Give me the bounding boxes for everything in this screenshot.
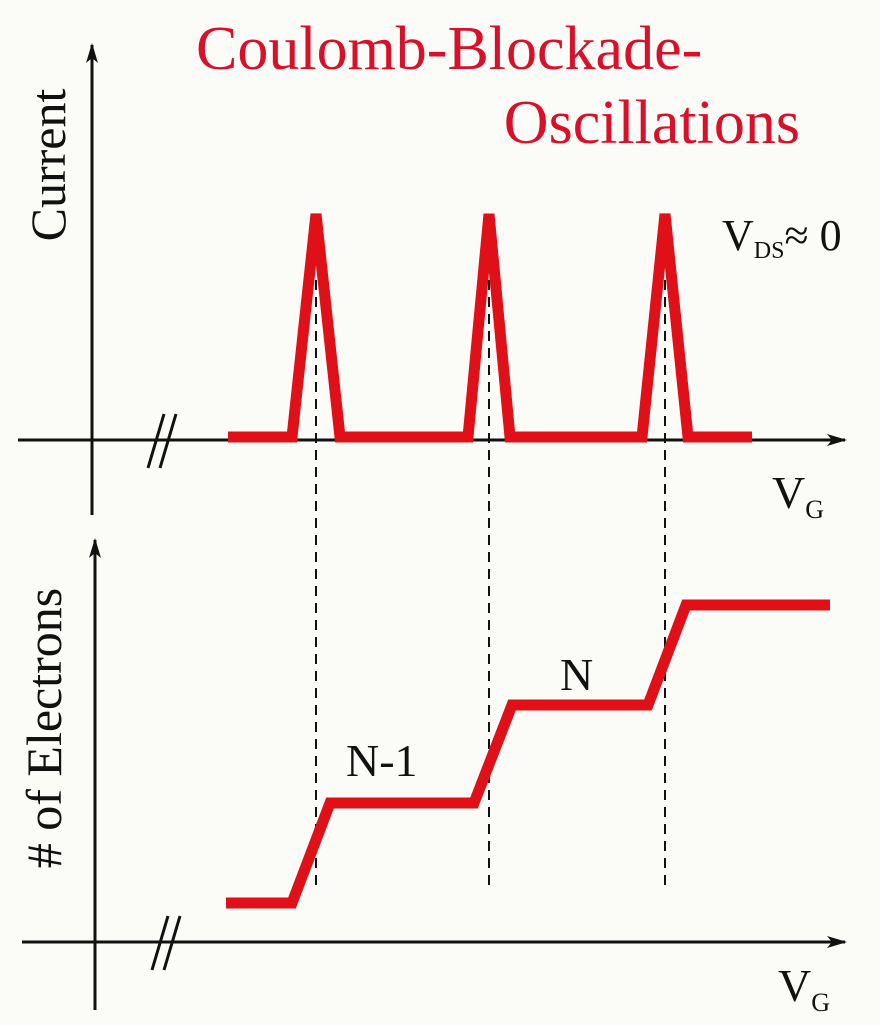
- electrons-axis-label: # of Electrons: [16, 587, 72, 869]
- electron-staircase-curve: [226, 599, 830, 909]
- title-line-2: Oscillations: [503, 89, 800, 157]
- bottom-vg-main: V: [778, 960, 812, 1011]
- top-axis-break: [146, 413, 178, 469]
- current-axis-label: Current: [20, 88, 76, 242]
- vds-approx-zero: ≈ 0: [784, 211, 842, 260]
- bottom-vg-subscript: G: [811, 988, 831, 1017]
- bottom-axis-break: [150, 915, 182, 971]
- vds-main: V: [722, 211, 754, 260]
- bottom-x-axis-label: VG: [778, 963, 830, 1025]
- step-label-n: N: [560, 649, 594, 700]
- vds-subscript: DS: [753, 238, 785, 264]
- current-peaks-curve: [228, 213, 752, 443]
- step-label-n-minus-1: N-1: [346, 735, 418, 786]
- vds-condition-label: VDS≈ 0: [722, 214, 842, 273]
- top-x-axis-label: VG: [772, 470, 824, 533]
- top-vg-main: V: [772, 467, 806, 518]
- title-line-1: Coulomb-Blockade-: [196, 15, 703, 83]
- top-vg-subscript: G: [805, 495, 825, 524]
